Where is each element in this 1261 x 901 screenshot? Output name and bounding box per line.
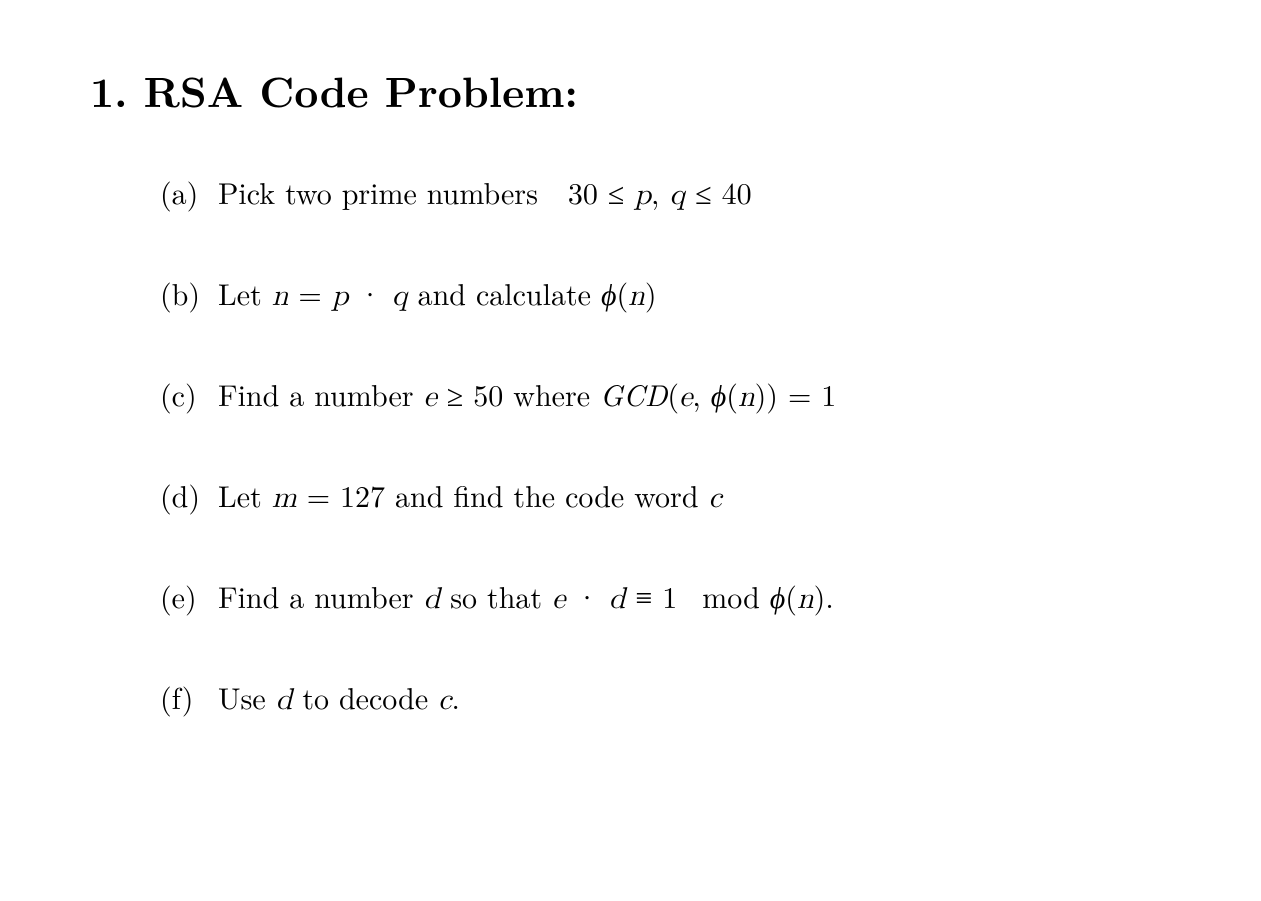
math-expression: 30 ≤ p, q ≤ 40 <box>568 170 752 213</box>
item-label: (b) <box>160 271 218 314</box>
item-prefix: Let <box>218 271 272 314</box>
math-expression: ϕ(n) <box>601 271 657 314</box>
list-item: (f) Use d to decode c. <box>160 675 1171 720</box>
heading-title: RSA Code Problem: <box>144 60 578 120</box>
math-expression: GCD(e, ϕ(n)) = 1 <box>600 372 836 415</box>
item-text: Find a number e ≥ 50 where GCD(e, ϕ(n)) … <box>218 374 836 417</box>
math-expression: m = 127 <box>272 473 385 516</box>
item-text: Find a number d so that e · d ≡ 1 mod ϕ(… <box>218 576 834 619</box>
item-mid: where <box>503 372 600 415</box>
list-item: (e) Find a number d so that e · d ≡ 1 mo… <box>160 574 1171 619</box>
heading-number: 1. <box>90 60 128 120</box>
problem-heading: 1. RSA Code Problem: <box>90 60 1171 120</box>
item-mid: so that <box>440 574 552 617</box>
item-mid: and calculate <box>408 271 601 314</box>
math-expression: c <box>709 483 722 513</box>
list-item: (b) Let n = p · q and calculate ϕ(n) <box>160 271 1171 316</box>
item-prefix: Pick two prime numbers <box>218 170 568 213</box>
item-text: Let m = 127 and find the code word c <box>218 475 722 518</box>
item-label: (a) <box>160 170 218 213</box>
math-expression: d <box>276 685 293 715</box>
problem-list: (a) Pick two prime numbers 30 ≤ p, q ≤ 4… <box>90 170 1171 720</box>
math-expression: e · d ≡ 1 mod ϕ(n). <box>552 574 834 617</box>
math-expression: n = p · q <box>272 271 408 314</box>
item-prefix: Find a number <box>218 372 424 415</box>
item-text: Use d to decode c. <box>218 677 460 720</box>
math-expression: d <box>424 584 441 614</box>
item-mid: and find the code word <box>385 473 708 516</box>
item-suffix: . <box>451 675 459 718</box>
item-label: (e) <box>160 574 218 617</box>
item-label: (c) <box>160 372 218 415</box>
item-prefix: Let <box>218 473 272 516</box>
item-label: (f) <box>160 675 218 718</box>
item-text: Pick two prime numbers 30 ≤ p, q ≤ 40 <box>218 172 752 215</box>
item-prefix: Use <box>218 675 276 718</box>
math-expression: c <box>438 685 451 715</box>
item-mid: to decode <box>292 675 438 718</box>
list-item: (a) Pick two prime numbers 30 ≤ p, q ≤ 4… <box>160 170 1171 215</box>
list-item: (d) Let m = 127 and find the code word c <box>160 473 1171 518</box>
item-text: Let n = p · q and calculate ϕ(n) <box>218 273 657 316</box>
item-prefix: Find a number <box>218 574 424 617</box>
list-item: (c) Find a number e ≥ 50 where GCD(e, ϕ(… <box>160 372 1171 417</box>
item-label: (d) <box>160 473 218 516</box>
math-expression: e ≥ 50 <box>424 372 504 415</box>
